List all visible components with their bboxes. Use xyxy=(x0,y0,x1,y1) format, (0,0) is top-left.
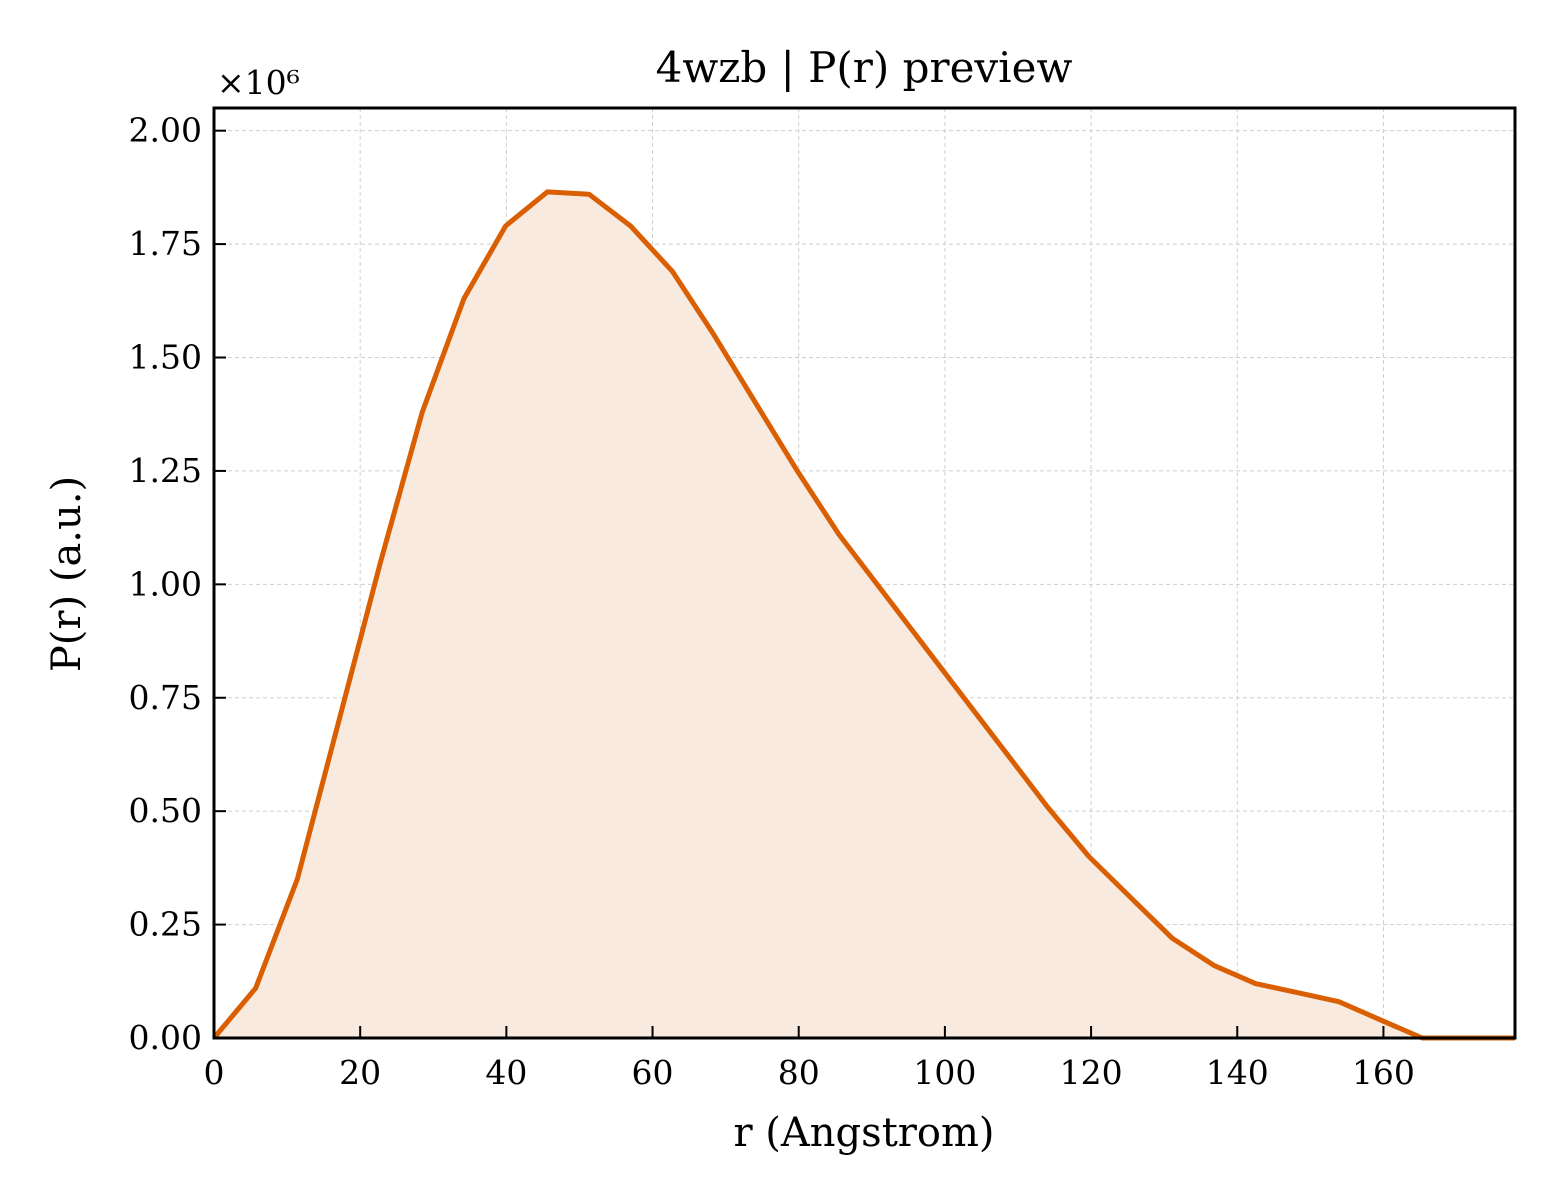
pr-area-fill xyxy=(214,191,1515,1038)
x-tick-label: 0 xyxy=(204,1053,225,1092)
x-tick-label: 20 xyxy=(339,1053,381,1092)
y-tick-label: 1.75 xyxy=(129,224,202,263)
y-tick-label: 0.00 xyxy=(129,1018,202,1057)
y-tick-label: 0.75 xyxy=(129,678,202,717)
x-tick-label: 80 xyxy=(778,1053,820,1092)
x-tick-label: 160 xyxy=(1352,1053,1415,1092)
chart-title: 4wzb | P(r) preview xyxy=(656,43,1073,92)
pr-series-line xyxy=(212,189,1515,1041)
y-tick-label: 1.00 xyxy=(129,564,202,603)
y-tick-label: 1.50 xyxy=(129,338,202,377)
x-tick-label: 60 xyxy=(632,1053,674,1092)
x-tick-label: 100 xyxy=(913,1053,976,1092)
x-tick-label: 120 xyxy=(1060,1053,1123,1092)
y-multiplier-label: ×10⁶ xyxy=(217,63,300,102)
x-tick-label: 140 xyxy=(1206,1053,1269,1092)
axis-ticks: 0 20 40 60 80 100 120 140 160 0.00 0.25 0.50 0.75 1.0… xyxy=(129,111,1415,1092)
y-tick-label: 0.50 xyxy=(129,791,202,830)
y-tick-label: 1.25 xyxy=(129,451,202,490)
plot-frame xyxy=(212,106,1517,1040)
x-tick-label: 40 xyxy=(485,1053,527,1092)
x-axis-label: r (Angstrom) xyxy=(733,1110,994,1156)
y-tick-label: 2.00 xyxy=(129,111,202,150)
y-axis-label: P(r) (a.u.) xyxy=(44,476,90,672)
y-tick-label: 0.25 xyxy=(129,905,202,944)
